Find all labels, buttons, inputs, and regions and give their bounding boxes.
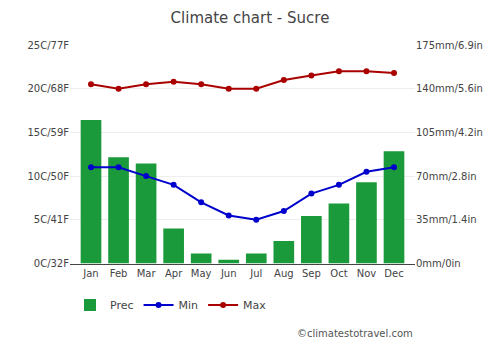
svg-text:35mm/1.4in: 35mm/1.4in bbox=[416, 214, 477, 225]
svg-text:Mar: Mar bbox=[137, 268, 157, 279]
svg-text:20C/68F: 20C/68F bbox=[27, 83, 69, 94]
svg-text:Min: Min bbox=[179, 299, 199, 312]
svg-text:0C/32F: 0C/32F bbox=[34, 258, 69, 269]
svg-text:Jan: Jan bbox=[82, 268, 98, 279]
svg-text:Max: Max bbox=[243, 299, 266, 312]
svg-text:105mm/4.2in: 105mm/4.2in bbox=[416, 127, 483, 138]
svg-text:Jul: Jul bbox=[249, 268, 262, 279]
svg-text:Aug: Aug bbox=[274, 268, 294, 279]
svg-text:10C/50F: 10C/50F bbox=[27, 171, 69, 182]
svg-text:Nov: Nov bbox=[357, 268, 377, 279]
svg-text:Feb: Feb bbox=[110, 268, 128, 279]
svg-text:Oct: Oct bbox=[330, 268, 347, 279]
svg-text:15C/59F: 15C/59F bbox=[27, 127, 69, 138]
svg-text:Prec: Prec bbox=[110, 299, 134, 312]
svg-text:©climatestotravel.com: ©climatestotravel.com bbox=[297, 328, 413, 339]
svg-text:5C/41F: 5C/41F bbox=[34, 214, 69, 225]
svg-text:140mm/5.6in: 140mm/5.6in bbox=[416, 83, 483, 94]
svg-text:Dec: Dec bbox=[384, 268, 403, 279]
svg-text:0mm/0in: 0mm/0in bbox=[416, 258, 461, 269]
svg-text:175mm/6.9in: 175mm/6.9in bbox=[416, 40, 483, 51]
svg-text:Apr: Apr bbox=[165, 268, 183, 279]
svg-text:May: May bbox=[191, 268, 212, 279]
svg-text:Jun: Jun bbox=[220, 268, 237, 279]
svg-text:Climate chart - Sucre: Climate chart - Sucre bbox=[171, 9, 330, 27]
svg-text:70mm/2.8in: 70mm/2.8in bbox=[416, 171, 477, 182]
svg-text:Sep: Sep bbox=[302, 268, 321, 279]
svg-text:25C/77F: 25C/77F bbox=[27, 40, 69, 51]
